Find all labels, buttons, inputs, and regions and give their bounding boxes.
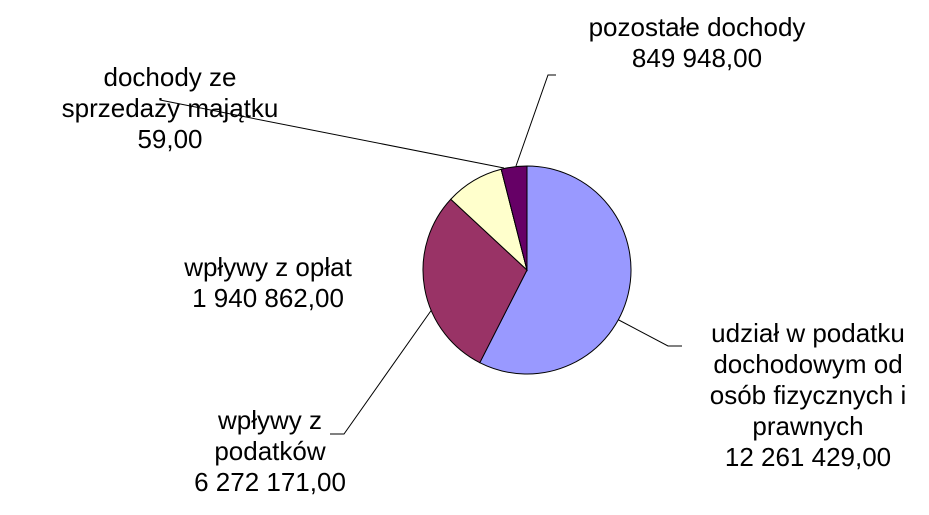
- slice-name: wpływy z podatków: [214, 405, 326, 466]
- pie-slice: [422, 198, 528, 364]
- pie-slice: [500, 165, 528, 271]
- leader-line: [159, 99, 505, 169]
- slice-label: wpływy z podatków 6 272 171,00: [185, 405, 355, 498]
- slice-name: udział w podatku dochodowym od osób fizy…: [709, 318, 907, 441]
- slice-value: 12 261 429,00: [724, 442, 892, 472]
- slice-name: dochody ze sprzedaży majątku: [61, 62, 279, 123]
- slice-label: wpływy z opłat 1 940 862,00: [153, 252, 383, 314]
- slice-name: pozostałe dochody: [588, 12, 806, 42]
- slice-value: 1 940 862,00: [192, 283, 344, 313]
- slice-value: 6 272 171,00: [194, 467, 346, 497]
- slice-value: 849 948,00: [631, 43, 763, 73]
- slice-label: dochody ze sprzedaży majątku 59,00: [58, 62, 283, 155]
- slice-label: pozostałe dochody 849 948,00: [552, 12, 842, 74]
- slice-name: wpływy z opłat: [184, 252, 352, 282]
- leader-line: [515, 74, 556, 167]
- leader-lines: [159, 74, 682, 435]
- slice-label: udział w podatku dochodowym od osób fizy…: [683, 318, 929, 473]
- pie-slice: [479, 165, 632, 375]
- leader-line: [614, 317, 682, 347]
- leader-line: [330, 304, 436, 435]
- slice-value: 59,00: [137, 124, 203, 154]
